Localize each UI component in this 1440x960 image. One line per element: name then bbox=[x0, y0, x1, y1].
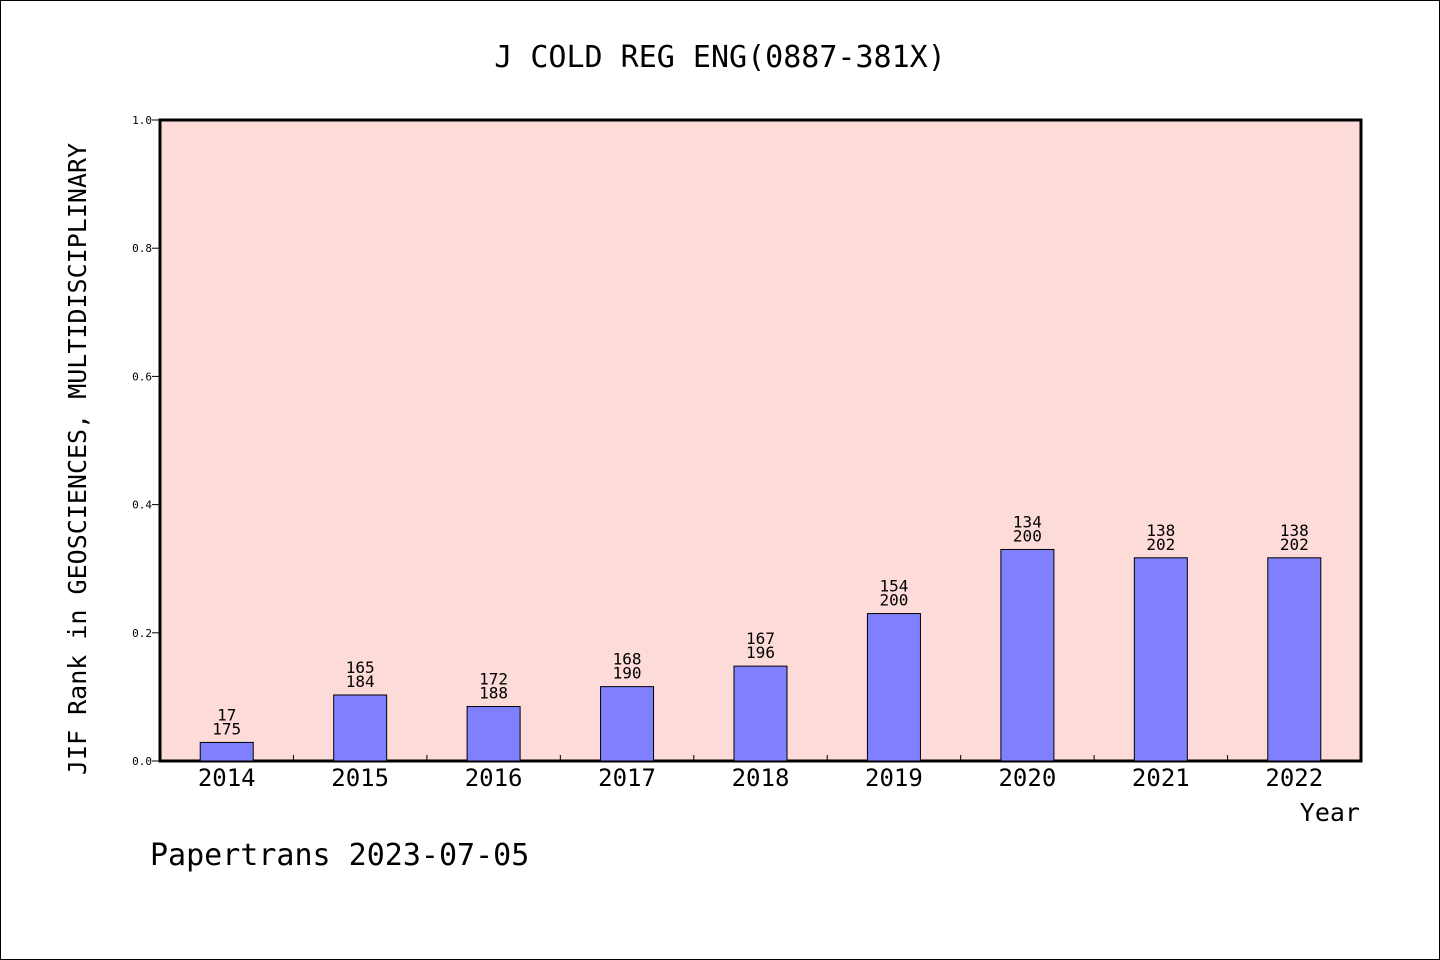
y-axis-ticks: 0.0 0.2 0.4 0.6 0.8 1.0 bbox=[132, 114, 160, 768]
footer-credit: Papertrans 2023-07-05 bbox=[150, 838, 529, 873]
bar-total-label: 200 bbox=[879, 591, 908, 610]
x-tick-labels: 2014 2015 2016 2017 2018 2019 2020 2021 2022 bbox=[198, 764, 1323, 792]
bar-2017 bbox=[600, 686, 655, 762]
bar-2016 bbox=[466, 706, 521, 762]
y-tick-label: 0.2 bbox=[132, 627, 152, 640]
bar-rank-label: 172 bbox=[479, 670, 508, 689]
x-axis-ticks bbox=[292, 755, 1229, 761]
x-axis-label: Year bbox=[1300, 798, 1360, 827]
y-tick-label: 0.6 bbox=[132, 370, 152, 383]
x-tick-label: 2021 bbox=[1132, 764, 1190, 792]
y-tick-label: 0.8 bbox=[132, 242, 152, 255]
bar-rank-label: 168 bbox=[613, 650, 642, 669]
bar-rank-label: 167 bbox=[746, 629, 775, 648]
bar-total-label: 188 bbox=[479, 684, 508, 703]
x-tick-label: 2014 bbox=[198, 764, 256, 792]
bar-total-label: 202 bbox=[1146, 535, 1175, 554]
y-tick-label: 0.4 bbox=[132, 499, 152, 512]
x-tick-label: 2019 bbox=[865, 764, 923, 792]
bar-2022 bbox=[1267, 557, 1322, 762]
bar-2018 bbox=[733, 665, 788, 762]
y-axis-label: JIF Rank in GEOSCIENCES, MULTIDISCIPLINA… bbox=[63, 143, 92, 775]
bar-2015 bbox=[333, 694, 388, 762]
bar-total-label: 184 bbox=[346, 672, 375, 691]
x-tick-label: 2022 bbox=[1265, 764, 1323, 792]
bar-total-label: 202 bbox=[1280, 535, 1309, 554]
bar-2020 bbox=[1000, 548, 1055, 762]
bar-rank-label: 154 bbox=[879, 577, 908, 596]
bar-2014 bbox=[199, 741, 254, 762]
y-tick-label: 1.0 bbox=[132, 114, 152, 127]
bar-total-label: 190 bbox=[613, 664, 642, 683]
bar-2019 bbox=[866, 613, 921, 762]
bar-total-label: 175 bbox=[212, 719, 241, 738]
y-tick-label: 0.0 bbox=[132, 755, 152, 768]
bar-rank-label: 138 bbox=[1146, 521, 1175, 540]
bar-2021 bbox=[1133, 557, 1188, 762]
x-tick-label: 2020 bbox=[998, 764, 1056, 792]
chart-title: J COLD REG ENG(0887-381X) bbox=[494, 40, 946, 75]
bar-rank-label: 134 bbox=[1013, 512, 1042, 531]
bar-total-label: 196 bbox=[746, 643, 775, 662]
bar-rank-label: 138 bbox=[1280, 521, 1309, 540]
bars-group bbox=[199, 548, 1322, 762]
x-tick-label: 2017 bbox=[598, 764, 656, 792]
bar-rank-label: 165 bbox=[346, 658, 375, 677]
bar-rank-label: 17 bbox=[217, 705, 236, 724]
bar-total-label: 200 bbox=[1013, 526, 1042, 545]
x-tick-label: 2016 bbox=[465, 764, 523, 792]
x-tick-label: 2018 bbox=[732, 764, 790, 792]
x-tick-label: 2015 bbox=[331, 764, 389, 792]
